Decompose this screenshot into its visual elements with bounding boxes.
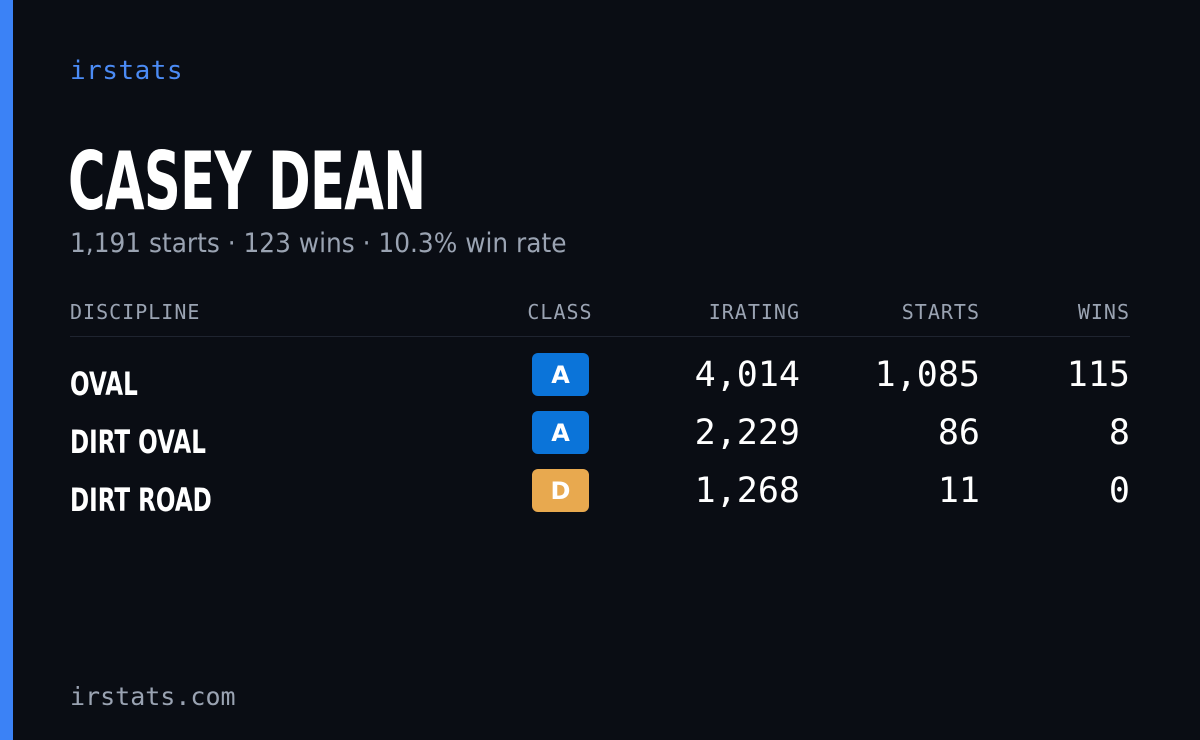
header-starts: STARTS [901,300,980,324]
discipline-table: DISCIPLINE CLASS IRATING STARTS WINS OVA… [70,298,1130,527]
accent-bar [0,0,13,740]
wins-value: 115 [1066,355,1130,395]
table-row: DIRT OVAL A 2,229 86 8 [70,411,1130,469]
header-class: CLASS [527,300,593,324]
class-badge: A [532,353,589,396]
brand-name: irstats [70,56,184,86]
header-irating: IRATING [708,300,800,324]
class-badge: A [532,411,589,454]
wins-value: 8 [1108,413,1130,453]
class-badge: D [532,469,589,512]
footer-url: irstats.com [70,682,236,711]
driver-name: CASEY DEAN [68,135,426,228]
starts-value: 1,085 [874,355,980,395]
discipline-name: DIRT ROAD [70,481,212,519]
career-summary: 1,191 starts · 123 wins · 10.3% win rate [70,228,567,259]
table-header: DISCIPLINE CLASS IRATING STARTS WINS [70,298,1130,337]
irating-value: 1,268 [694,471,800,511]
starts-value: 11 [937,471,980,511]
irating-value: 4,014 [694,355,800,395]
discipline-name: DIRT OVAL [70,423,206,461]
discipline-name: OVAL [70,365,138,403]
table-row: DIRT ROAD D 1,268 11 0 [70,469,1130,527]
starts-value: 86 [937,413,980,453]
table-body: OVAL A 4,014 1,085 115 DIRT OVAL A 2,229… [70,337,1130,527]
header-wins: WINS [1077,300,1130,324]
header-discipline: DISCIPLINE [70,300,201,324]
wins-value: 0 [1108,471,1130,511]
irating-value: 2,229 [694,413,800,453]
table-row: OVAL A 4,014 1,085 115 [70,353,1130,411]
